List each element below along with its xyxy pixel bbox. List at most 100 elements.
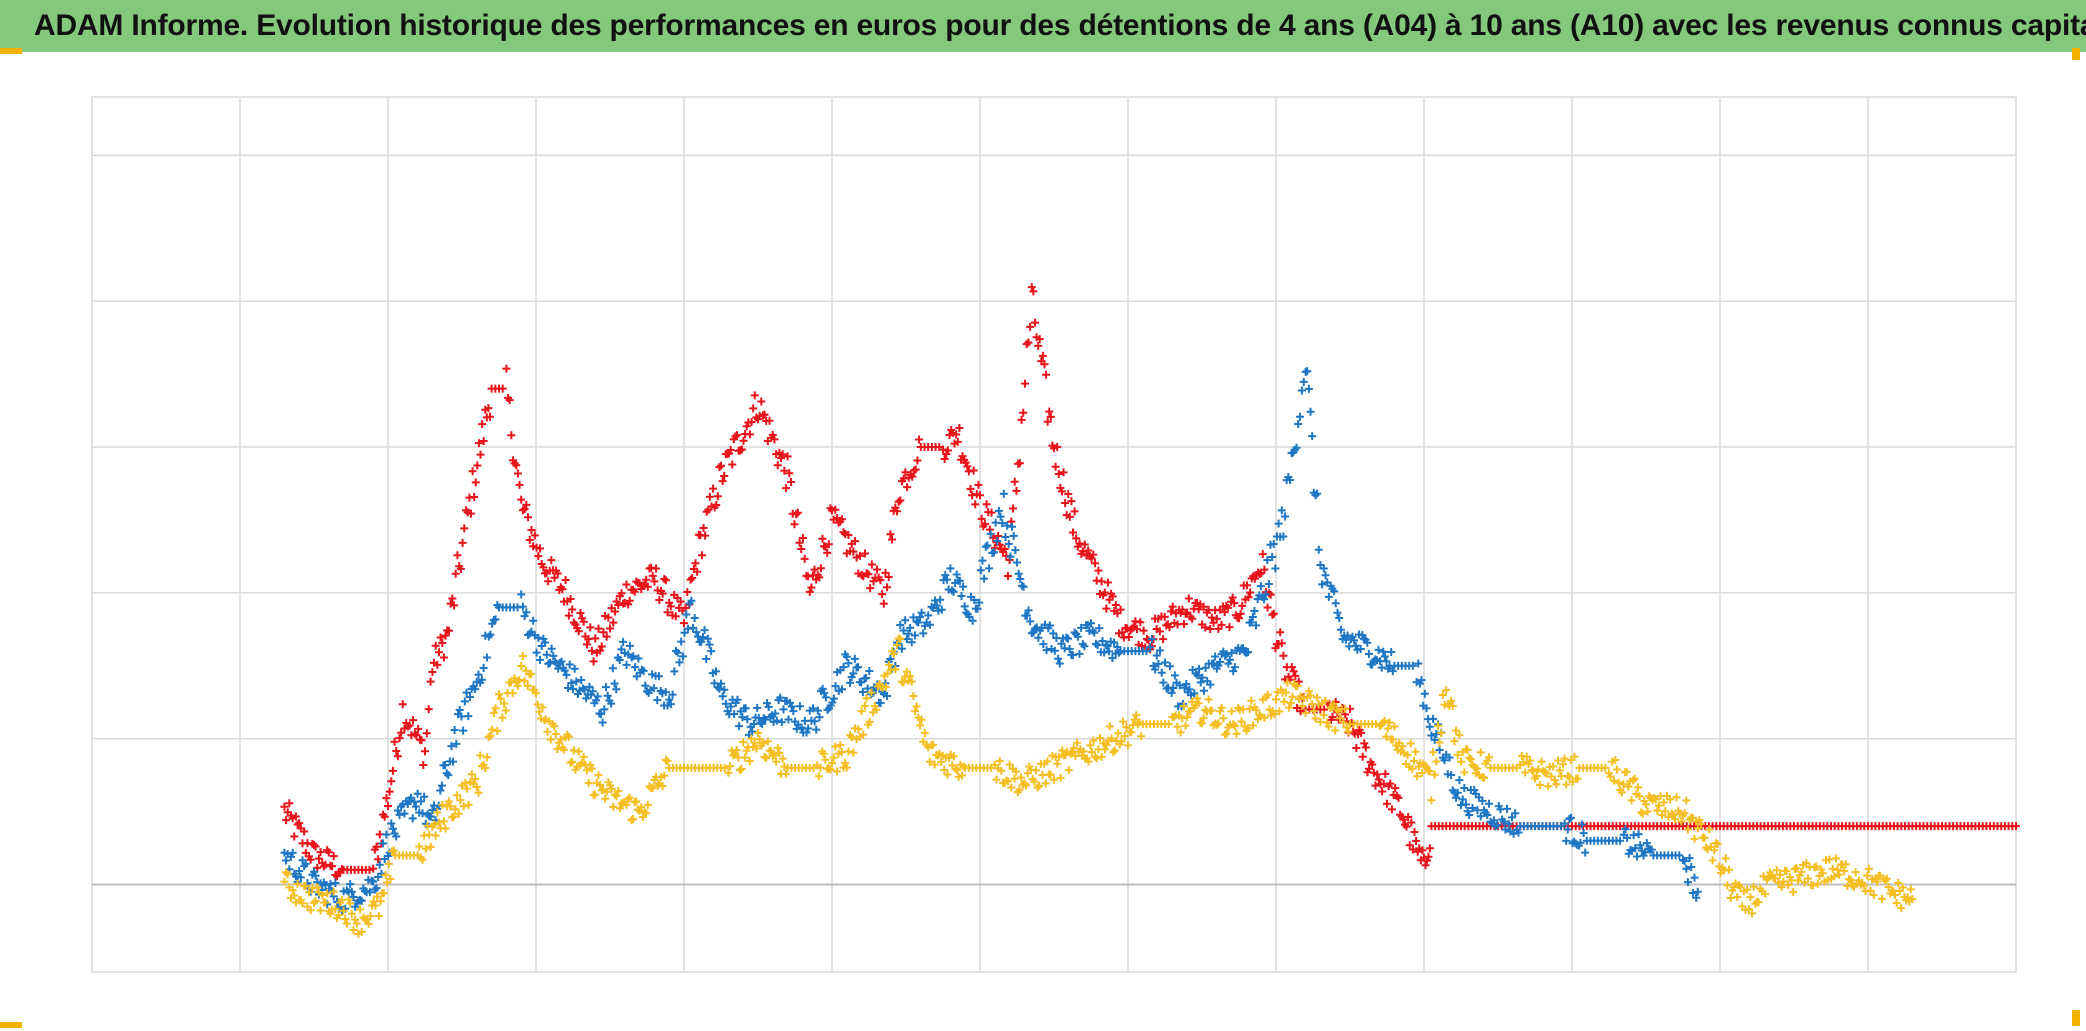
data-point <box>1244 724 1253 733</box>
data-point <box>1160 612 1169 621</box>
data-point <box>1636 841 1645 850</box>
data-point <box>1222 729 1231 738</box>
data-point <box>1869 891 1878 900</box>
data-point <box>1461 800 1470 809</box>
data-point <box>720 685 729 694</box>
data-point <box>1199 602 1208 611</box>
data-point <box>974 480 983 489</box>
data-point <box>1573 774 1582 783</box>
data-point <box>1378 787 1387 796</box>
data-point <box>780 466 789 475</box>
series-3 <box>280 634 1917 938</box>
data-point <box>1388 735 1397 744</box>
data-point <box>906 672 915 681</box>
data-point <box>1168 602 1177 611</box>
data-point <box>1069 528 1078 537</box>
data-point <box>1380 652 1389 661</box>
data-point <box>1102 604 1111 613</box>
data-point <box>1012 767 1021 776</box>
data-point <box>1749 882 1758 891</box>
data-point <box>902 667 911 676</box>
data-point <box>1228 593 1237 602</box>
data-point <box>602 683 611 692</box>
data-point <box>862 694 871 703</box>
data-point <box>1225 655 1234 664</box>
data-point <box>958 452 967 461</box>
data-point <box>989 548 998 557</box>
data-point <box>1077 623 1086 632</box>
data-point <box>1065 512 1074 521</box>
data-point <box>713 492 722 501</box>
data-point <box>863 684 872 693</box>
data-point <box>465 693 474 702</box>
data-point <box>574 747 583 756</box>
data-point <box>1222 649 1231 658</box>
data-point <box>665 695 674 704</box>
data-point <box>1119 717 1128 726</box>
data-point <box>1286 699 1295 708</box>
data-point <box>1611 756 1620 765</box>
data-point <box>1565 773 1574 782</box>
data-point <box>745 757 754 766</box>
data-point <box>1269 539 1278 548</box>
data-point <box>331 879 340 888</box>
data-point <box>341 915 350 924</box>
data-point <box>1289 667 1298 676</box>
data-point <box>1201 623 1210 632</box>
data-point <box>496 694 505 703</box>
data-point <box>763 737 772 746</box>
data-point <box>1606 772 1615 781</box>
data-point <box>556 735 565 744</box>
data-point <box>1050 646 1059 655</box>
data-point <box>1248 721 1257 730</box>
data-point <box>1230 599 1239 608</box>
data-point <box>859 730 868 739</box>
data-point <box>1623 833 1632 842</box>
data-point <box>403 799 412 808</box>
data-point <box>692 628 701 637</box>
data-point <box>1630 774 1639 783</box>
data-point <box>959 762 968 771</box>
data-point <box>1425 722 1434 731</box>
data-point <box>1501 825 1510 834</box>
data-point <box>1812 862 1821 871</box>
data-point <box>515 480 524 489</box>
data-point <box>1229 667 1238 676</box>
data-point <box>1404 812 1413 821</box>
data-point <box>1053 442 1062 451</box>
data-point <box>1680 809 1689 818</box>
data-point <box>1039 640 1048 649</box>
data-point <box>578 684 587 693</box>
data-point <box>489 708 498 717</box>
data-point <box>517 590 526 599</box>
data-point <box>660 771 669 780</box>
data-point <box>717 461 725 470</box>
data-point <box>1705 825 1714 834</box>
data-point <box>770 750 779 759</box>
data-point <box>460 697 469 706</box>
data-point <box>1361 743 1370 752</box>
data-point <box>781 484 790 493</box>
data-point <box>467 770 476 779</box>
data-point <box>1903 893 1912 902</box>
data-point <box>380 812 389 821</box>
data-point <box>615 804 624 813</box>
data-point <box>795 702 804 711</box>
data-point <box>971 500 980 509</box>
data-point <box>1097 752 1106 761</box>
data-point <box>1336 714 1345 723</box>
data-point <box>1690 873 1699 882</box>
data-point <box>660 575 669 584</box>
data-point <box>533 700 542 709</box>
data-point <box>1311 491 1320 500</box>
data-point <box>907 677 916 686</box>
data-point <box>416 797 425 806</box>
data-point <box>735 766 744 775</box>
data-point <box>804 724 813 733</box>
data-point <box>1283 678 1292 687</box>
data-point <box>1219 714 1228 723</box>
data-point <box>500 699 509 708</box>
data-point <box>1313 693 1322 702</box>
data-point <box>940 455 949 464</box>
data-point <box>305 888 314 897</box>
